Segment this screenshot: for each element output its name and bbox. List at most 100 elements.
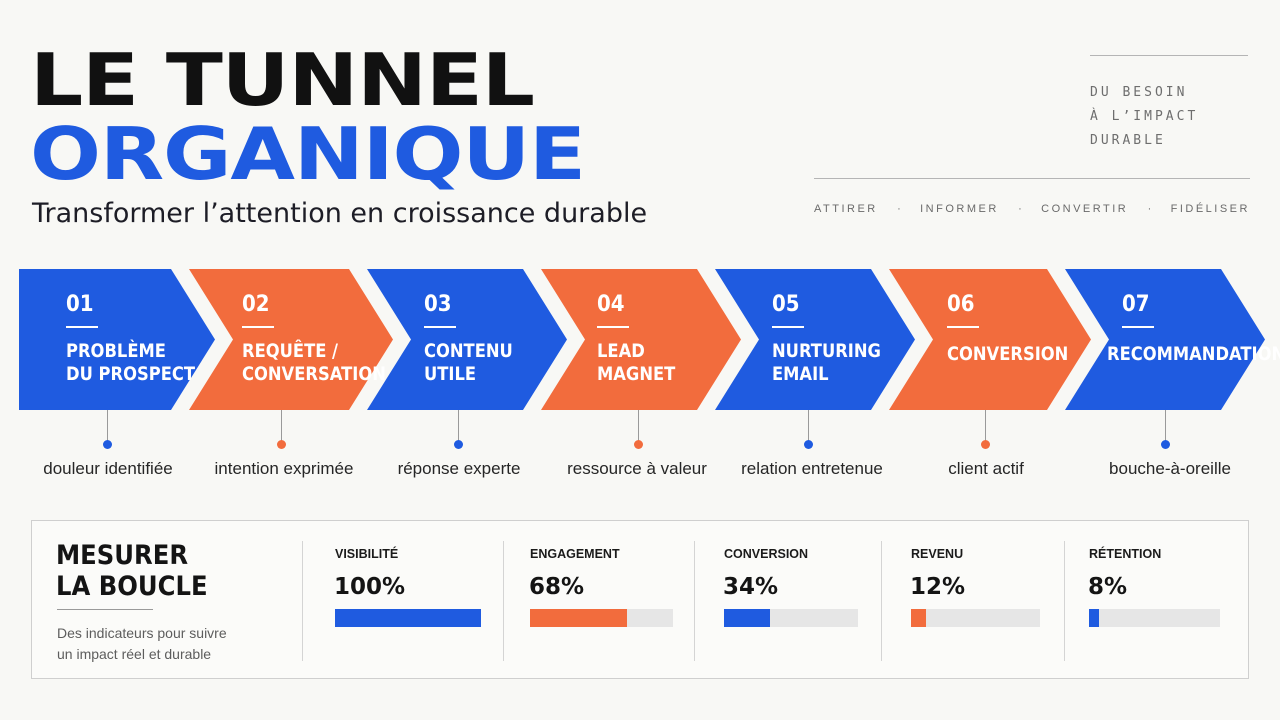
step-label-line: LEAD: [597, 340, 645, 362]
step-label: PROBLÈME DU PROSPECT: [66, 340, 195, 386]
step-label-line: UTILE: [424, 363, 477, 385]
step-label-line: EMAIL: [772, 363, 829, 385]
step-number: 04: [597, 292, 625, 317]
panel-title: MESURER LA BOUCLE: [56, 540, 208, 602]
stage-words-rule: [814, 178, 1250, 179]
tagline: DU BESOIN À L’IMPACT DURABLE: [1090, 81, 1198, 153]
measure-panel: [31, 520, 1249, 679]
metric-bar-fill: [530, 609, 628, 627]
step-label: NURTURING EMAIL: [772, 340, 881, 386]
step-label: REQUÊTE / CONVERSATION: [242, 340, 386, 386]
metric-bar-fill: [335, 609, 481, 627]
metric-label: VISIBILITÉ: [335, 547, 399, 561]
panel-description-line: Des indicateurs pour suivre: [57, 625, 227, 641]
connector-dot: [634, 440, 643, 449]
connector-dot: [804, 440, 813, 449]
metric-bar-track: [530, 609, 673, 627]
step-number: 03: [424, 292, 452, 317]
step-label: LEAD MAGNET: [597, 340, 675, 386]
panel-title-rule: [57, 609, 153, 610]
metric-bar-track: [724, 609, 858, 627]
step-label: CONTENU UTILE: [424, 340, 513, 386]
step-label-line: DU PROSPECT: [66, 363, 196, 385]
step-label: RECOMMANDATION: [1107, 343, 1280, 366]
connector-dot: [1161, 440, 1170, 449]
title-line-2: ORGANIQUE: [30, 112, 586, 196]
tagline-top-rule: [1090, 55, 1248, 56]
stage-separator: ·: [897, 203, 901, 215]
step-caption: ressource à valeur: [567, 459, 707, 478]
step-number: 05: [772, 292, 800, 317]
stage-word-fideliser: FIDÉLISER: [1170, 203, 1250, 215]
connector-dot: [277, 440, 286, 449]
step-label-line: CONVERSION: [947, 343, 1069, 365]
panel-title-line: LA BOUCLE: [56, 571, 208, 602]
stage-separator: ·: [1147, 203, 1152, 215]
panel-title-line: MESURER: [56, 540, 189, 571]
step-caption: relation entretenue: [741, 459, 883, 478]
step-label-line: CONTENU: [424, 340, 513, 362]
stage-word-convertir: CONVERTIR: [1041, 203, 1129, 215]
panel-divider: [302, 541, 303, 661]
step-label-line: CONVERSATION: [242, 363, 386, 385]
metric-label: CONVERSION: [724, 547, 809, 561]
connector-dot: [454, 440, 463, 449]
connector-line: [808, 410, 809, 442]
step-number-underline: [66, 326, 98, 328]
funnel-step-7-arrow: [1065, 269, 1265, 410]
step-label-line: REQUÊTE /: [242, 340, 339, 362]
connector-line: [458, 410, 459, 442]
stage-word-informer: INFORMER: [920, 203, 999, 215]
panel-description: Des indicateurs pour suivre un impact ré…: [57, 623, 227, 665]
step-caption: intention exprimée: [214, 459, 354, 478]
stage-separator: ·: [1018, 203, 1022, 215]
step-number-underline: [947, 326, 979, 328]
step-label-line: PROBLÈME: [66, 340, 166, 362]
panel-divider: [694, 541, 695, 661]
connector-line: [281, 410, 282, 442]
tagline-line-1: DU BESOIN: [1090, 85, 1188, 100]
title-line-1: LE TUNNEL: [30, 38, 535, 122]
step-number-underline: [1122, 326, 1154, 328]
funnel-step-1-arrow: [19, 269, 215, 410]
step-label-line: MAGNET: [597, 363, 676, 385]
metric-value: 12%: [910, 574, 966, 600]
metric-value: 68%: [529, 574, 585, 600]
panel-description-line: un impact réel et durable: [57, 646, 212, 662]
metric-label: ENGAGEMENT: [530, 547, 620, 561]
connector-line: [638, 410, 639, 442]
connector-dot: [981, 440, 990, 449]
metric-bar-track: [1089, 609, 1220, 627]
step-number: 01: [66, 292, 94, 317]
step-number: 06: [947, 292, 975, 317]
step-label-line: NURTURING: [772, 340, 881, 362]
step-caption: client actif: [948, 459, 1024, 478]
funnel-step-6-arrow: [889, 269, 1091, 410]
stage-word-attirer: ATTIRER: [814, 203, 878, 215]
step-label-line: RECOMMANDATION: [1107, 343, 1280, 365]
step-number: 07: [1122, 292, 1150, 317]
step-number-underline: [772, 326, 804, 328]
panel-divider: [503, 541, 504, 661]
subtitle: Transformer l’attention en croissance du…: [32, 198, 648, 229]
connector-line: [985, 410, 986, 442]
metric-bar-track: [911, 609, 1040, 627]
panel-divider: [881, 541, 882, 661]
connector-dot: [103, 440, 112, 449]
metric-bar-fill: [911, 609, 927, 627]
metric-value: 8%: [1088, 574, 1128, 600]
metric-bar-track: [335, 609, 481, 627]
metric-bar-fill: [1089, 609, 1100, 627]
step-number: 02: [242, 292, 270, 317]
connector-line: [107, 410, 108, 442]
step-number-underline: [597, 326, 629, 328]
metric-bar-fill: [724, 609, 770, 627]
stage-words: ATTIRER · INFORMER · CONVERTIR · FIDÉLIS…: [814, 203, 1250, 215]
metric-label: REVENU: [911, 547, 964, 561]
step-number-underline: [424, 326, 456, 328]
metric-label: RÉTENTION: [1089, 547, 1162, 561]
tagline-line-2: À L’IMPACT: [1090, 109, 1199, 124]
tagline-line-3: DURABLE: [1090, 133, 1166, 148]
step-caption: réponse experte: [397, 459, 521, 478]
metric-value: 34%: [723, 574, 779, 600]
